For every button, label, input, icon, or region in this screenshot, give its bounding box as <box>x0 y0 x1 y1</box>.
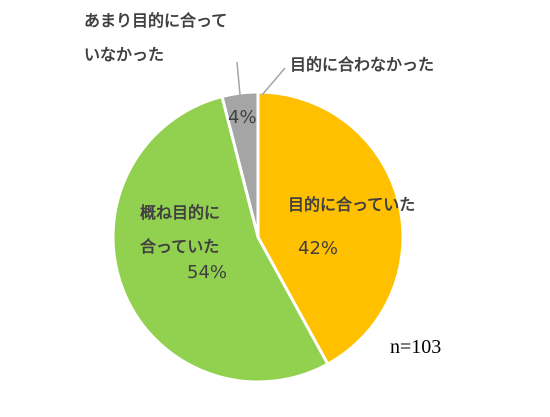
leader-line <box>236 61 241 96</box>
pie-slice <box>111 94 330 384</box>
category-label: 目的に合っていた <box>288 195 416 214</box>
value-label: 54% <box>187 262 228 283</box>
value-label: 42% <box>298 238 339 259</box>
pie-slice <box>256 90 405 367</box>
value-label: 4% <box>228 107 257 128</box>
category-label: 概ね目的に合っていた <box>140 203 221 256</box>
category-label: あまり目的に合っていなかった <box>84 11 228 64</box>
leader-line <box>261 67 286 96</box>
annotation: n=103 <box>390 336 442 358</box>
category-label: 目的に合わなかった <box>290 55 435 74</box>
